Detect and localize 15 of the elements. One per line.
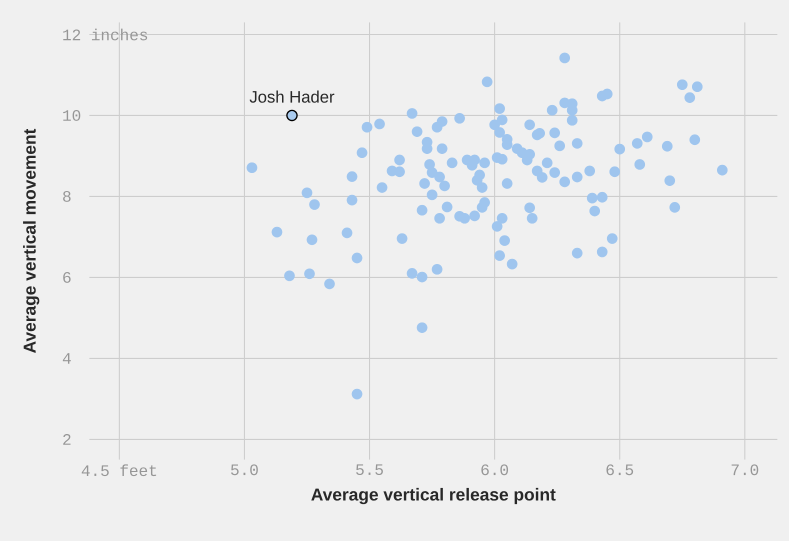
- y-tick-label: 2: [63, 434, 71, 445]
- series-label: Josh Hader: [250, 90, 334, 103]
- x-tick-label: 6.5: [606, 464, 634, 476]
- y-tick-label: 6: [63, 272, 71, 283]
- y-tick-label: 10: [63, 110, 80, 121]
- y-tick-label: 12 inches: [63, 28, 148, 40]
- y-axis-title: Average vertical movement: [23, 128, 40, 353]
- x-axis-title: Average vertical release point: [311, 488, 556, 504]
- x-tick-label: 6.0: [481, 464, 508, 476]
- x-tick-label: 5.5: [356, 464, 383, 476]
- x-tick-label: 7.0: [732, 464, 758, 476]
- x-tick-label: 4.5 feet: [82, 464, 156, 476]
- x-tick-label: 5.0: [231, 464, 258, 476]
- y-tick-label: 8: [63, 191, 71, 202]
- y-tick-label: 4: [62, 353, 71, 364]
